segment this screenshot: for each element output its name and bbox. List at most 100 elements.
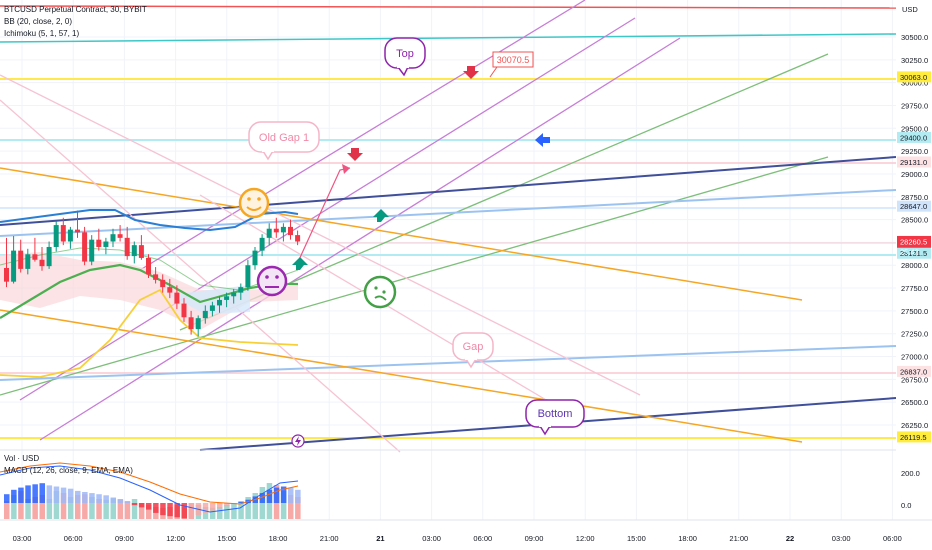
price-marker-label: 26119.5 xyxy=(900,433,927,442)
macd-hist-bar xyxy=(280,486,287,503)
light-blue-trend-lower xyxy=(0,345,897,381)
price-tick-label: 29000.0 xyxy=(901,170,928,179)
purple-channel-lower xyxy=(39,37,681,441)
time-axis[interactable]: 03:00 06:00 09:00 12:00 15:00 18:00 21:00 21 03:… xyxy=(13,534,902,543)
candle-body xyxy=(295,235,301,242)
price-marker-label: 26837.0 xyxy=(900,367,927,376)
macd-hist-bar xyxy=(153,503,159,513)
macd-hist-bar xyxy=(53,486,60,503)
purple-channel-mid xyxy=(19,17,636,401)
macd-hist-bar xyxy=(238,501,244,503)
volume-bar xyxy=(4,501,10,519)
candle-body xyxy=(82,232,88,262)
candle-body xyxy=(25,254,31,269)
cyan-level-line xyxy=(0,33,897,43)
price-marker-box xyxy=(897,431,931,443)
price-tick-label: 26750.0 xyxy=(901,375,928,384)
macd-hist-bar xyxy=(146,503,152,510)
candle-body xyxy=(60,225,66,242)
candle-body xyxy=(96,239,102,247)
candle-body xyxy=(231,292,237,297)
macd-hist-bar xyxy=(217,503,223,509)
pink-descending-line xyxy=(0,74,641,396)
candle-body xyxy=(174,292,180,304)
price-tick-label: 29500.0 xyxy=(901,124,928,133)
candle-body xyxy=(138,245,144,258)
macd-hist-bar xyxy=(273,487,280,503)
volume-bar xyxy=(11,495,17,519)
candle-body xyxy=(259,237,265,251)
candle-body xyxy=(39,259,45,267)
volume-bar xyxy=(231,503,237,519)
price-marker-box xyxy=(897,247,931,259)
volume-bar xyxy=(96,499,102,519)
volume-bar xyxy=(124,501,131,519)
lightning-icon[interactable] xyxy=(291,434,305,448)
price-marker-box xyxy=(897,365,931,377)
candle-body xyxy=(18,250,24,269)
volume-bar xyxy=(245,497,251,519)
price-tick-label: 27250.0 xyxy=(901,330,928,339)
price-tick-label: 30000.0 xyxy=(901,79,928,88)
price-marker-box xyxy=(897,200,931,212)
macd-hist-bar xyxy=(295,489,301,503)
macd-hist-bar xyxy=(110,497,116,503)
price-tick-label: 30500.0 xyxy=(901,33,928,42)
candle-body xyxy=(4,267,9,282)
candle-body xyxy=(288,226,293,236)
time-tick-label: 22 xyxy=(786,534,794,543)
orange-smiley-icon xyxy=(238,187,270,219)
price-marker-label: 28131.5 xyxy=(900,249,927,258)
volume-bar xyxy=(252,493,258,519)
macd-hist-bar xyxy=(131,503,138,506)
candle-body xyxy=(167,287,173,293)
callouts: Top 30070.5 Old Gap 1 Gap Bottom xyxy=(248,37,585,436)
candle-body xyxy=(266,228,272,238)
old-gap-label: Old Gap 1 xyxy=(259,132,309,144)
volume-bar xyxy=(117,499,124,519)
macd-hist-bar xyxy=(89,493,95,503)
macd-hist-bar xyxy=(39,483,45,503)
time-tick-label: 06:00 xyxy=(883,534,902,543)
trend-lines xyxy=(0,0,897,453)
time-tick-label: 06:00 xyxy=(473,534,492,543)
volume-bar xyxy=(209,507,216,519)
horizontal-levels xyxy=(0,5,897,439)
legend-bb: BB (20, close, 2, 0) xyxy=(4,17,72,26)
price-tick-label: 27500.0 xyxy=(901,307,928,316)
green-trend-lower xyxy=(0,156,829,396)
volume-bar xyxy=(103,499,109,519)
volume-bar xyxy=(288,495,294,519)
candle-body xyxy=(160,279,166,288)
macd-hist-bar xyxy=(188,503,195,518)
signal-arrows xyxy=(292,66,550,270)
candle-body xyxy=(146,257,151,275)
volume-bar xyxy=(131,499,138,519)
countdown-label: 25:42 xyxy=(900,247,919,256)
currency-label: USD xyxy=(902,5,918,14)
price-marker-label: 30063.0 xyxy=(900,73,927,82)
top-callout: Top xyxy=(384,37,426,77)
candle-body xyxy=(195,318,201,330)
volume-bar xyxy=(146,505,152,519)
green-confused-face-icon xyxy=(363,275,397,309)
candle-body xyxy=(273,228,279,233)
pink-descending-line-2 xyxy=(0,99,401,453)
price-marker-box xyxy=(897,156,931,168)
macd-line xyxy=(0,465,299,513)
time-tick-label: 15:00 xyxy=(217,534,236,543)
macd-hist-bar xyxy=(25,485,31,503)
volume-bar xyxy=(75,495,81,519)
candle-body xyxy=(46,246,52,267)
candle-body xyxy=(131,245,137,257)
candle-body xyxy=(238,287,244,293)
macd-hist-bar xyxy=(202,503,209,513)
green-up-arrow-2 xyxy=(292,257,308,270)
candle-body xyxy=(153,274,159,280)
macd-tick-label: 0.0 xyxy=(901,501,911,510)
price-tick-label: 29250.0 xyxy=(901,147,928,156)
price-tick-label: 28500.0 xyxy=(901,216,928,225)
macd-lines xyxy=(0,462,299,513)
